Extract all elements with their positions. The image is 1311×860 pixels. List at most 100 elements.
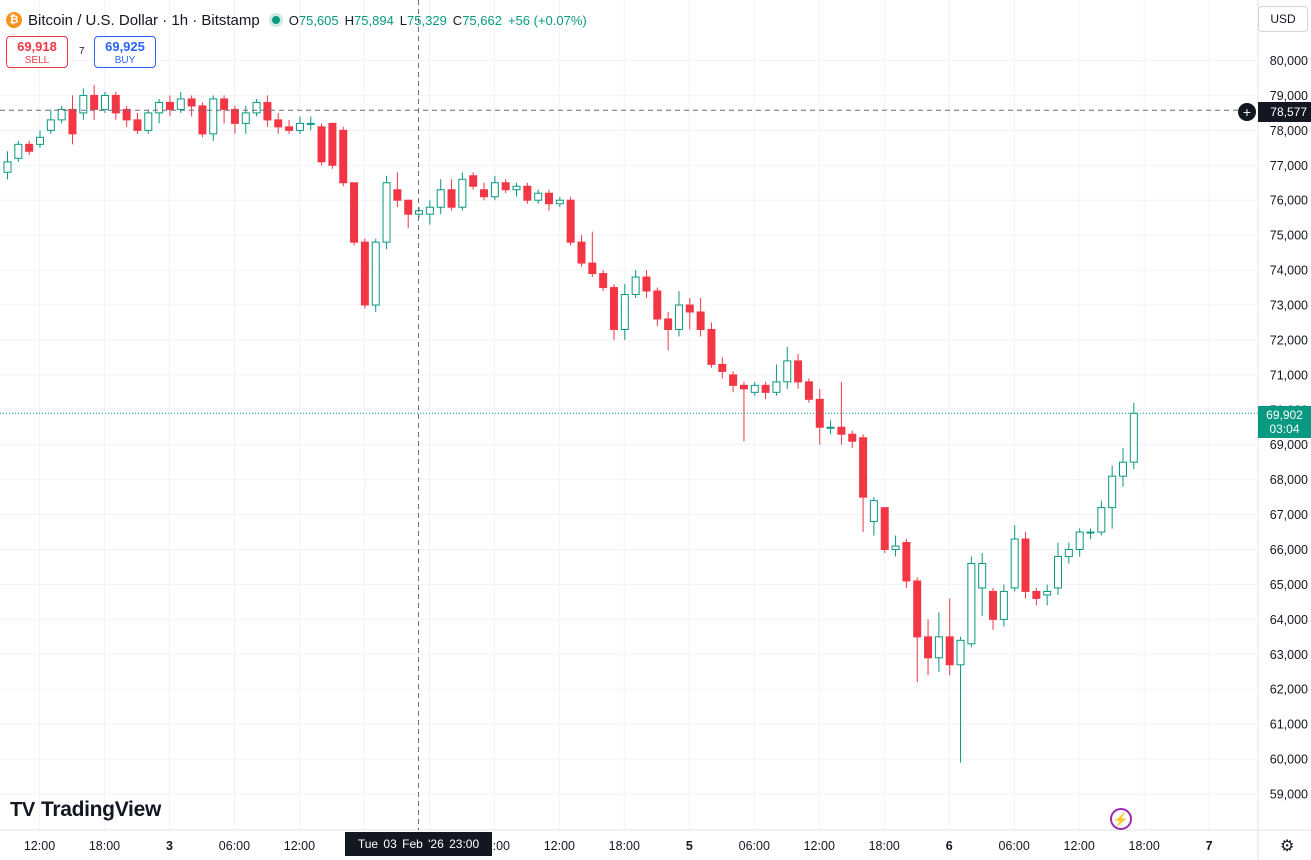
candle	[68, 95, 77, 145]
candle	[588, 231, 597, 278]
time-tick-label: 18:00	[609, 839, 640, 853]
candle	[220, 95, 229, 124]
candle	[501, 179, 510, 194]
price-tick-label: 76,000	[1270, 194, 1308, 208]
candle-body	[1097, 507, 1106, 533]
candle	[155, 98, 164, 124]
gear-icon[interactable]: ⚙	[1280, 838, 1295, 855]
candle	[761, 381, 770, 400]
candle-body	[1043, 590, 1052, 596]
change-value: +56 (+0.07%)	[507, 12, 587, 28]
candle	[989, 587, 998, 630]
candle	[599, 270, 608, 292]
currency-selector[interactable]: USD	[1258, 6, 1308, 32]
tradingview-logo[interactable]: TV TradingView	[10, 798, 161, 822]
candle-body	[631, 276, 640, 296]
close-value: 75,662	[462, 12, 502, 28]
candle-body	[187, 98, 196, 107]
candle-body	[934, 636, 943, 659]
price-tick-label: 69,000	[1270, 438, 1308, 452]
candle	[848, 430, 857, 449]
candle	[891, 535, 900, 557]
candle-body	[111, 94, 120, 114]
candle	[1097, 500, 1106, 536]
candle	[967, 556, 976, 648]
candle-body	[501, 182, 510, 191]
candle	[1118, 448, 1127, 487]
price-tick-label: 78,000	[1270, 124, 1308, 138]
candle-body	[859, 437, 868, 498]
candle	[100, 91, 109, 113]
ohlc-values: O75,605 H75,894 L75,329 C75,662 +56 (+0.…	[288, 12, 587, 28]
candle-body	[285, 126, 294, 131]
candle-body	[967, 562, 976, 645]
candle	[978, 553, 987, 616]
candle	[415, 207, 424, 218]
crosshair-time-label: Tue 03 Feb '26 23:00	[345, 832, 492, 856]
candle	[545, 189, 553, 211]
candle-body	[696, 311, 705, 330]
price-tick-label: 72,000	[1270, 333, 1308, 347]
candle	[425, 200, 434, 225]
candle-body	[1129, 412, 1138, 463]
candle	[360, 238, 369, 309]
price-tick-label: 66,000	[1270, 543, 1308, 557]
candle	[804, 378, 813, 403]
price-axis[interactable]: 59,000 60,000 61,000 62,000 63,000 64,000 65,0…	[1270, 54, 1308, 802]
candle	[165, 95, 174, 117]
candle-body	[1054, 556, 1063, 589]
tradingview-logo-icon: TV	[10, 798, 35, 821]
candle	[447, 179, 456, 211]
bolt-icon[interactable]: ⚡	[1110, 808, 1132, 830]
candle-body	[3, 161, 12, 173]
candle-body	[674, 304, 683, 330]
buy-button[interactable]: 69,925 BUY	[94, 36, 156, 68]
candle-body	[350, 182, 359, 243]
candle	[534, 189, 543, 204]
candle	[1021, 532, 1030, 599]
candle-body	[577, 241, 586, 264]
candle-body	[1032, 590, 1041, 599]
candle-body	[404, 199, 413, 215]
bar-countdown: 03:04	[1269, 422, 1300, 436]
candle-body	[35, 136, 44, 145]
price-tick-label: 64,000	[1270, 613, 1308, 627]
price-tick-label: 80,000	[1270, 54, 1308, 68]
candle	[750, 381, 759, 396]
candle-body	[924, 636, 933, 659]
low-value: 75,329	[407, 12, 447, 28]
market-open-icon	[271, 16, 280, 24]
symbol-title[interactable]: Bitcoin / U.S. Dollar · 1h · Bitstamp	[28, 11, 260, 29]
price-tick-label: 63,000	[1270, 648, 1308, 662]
candle	[14, 140, 23, 162]
candle-body	[718, 363, 727, 372]
candle	[718, 357, 727, 379]
candle	[339, 126, 348, 187]
candle	[696, 298, 705, 337]
candle-body	[1075, 531, 1084, 551]
time-axis[interactable]: 12:0018:00306:0012:0018:0000:0006:0012:0…	[24, 839, 1213, 853]
sell-button[interactable]: 69,918 SELL	[6, 36, 68, 68]
candle	[1075, 528, 1084, 557]
candle-body	[371, 241, 380, 306]
spread-value: 7	[79, 46, 85, 57]
candle-body	[956, 639, 965, 666]
candle	[880, 507, 889, 554]
candle-body	[230, 108, 239, 124]
candle-body	[1010, 538, 1019, 589]
candle-body	[458, 178, 467, 208]
candle	[566, 196, 575, 246]
time-tick-label: 06:00	[739, 839, 770, 853]
candle-body	[360, 241, 369, 306]
candle	[198, 102, 207, 138]
candle-body	[176, 98, 185, 110]
candle-body	[1064, 549, 1073, 558]
candle	[739, 381, 748, 442]
candle-body	[100, 94, 109, 110]
branding-text: TradingView	[40, 798, 161, 821]
candle-body	[989, 590, 998, 620]
plus-circle-icon[interactable]: +	[1238, 103, 1256, 121]
candle	[1043, 584, 1052, 606]
sell-label: SELL	[24, 55, 50, 66]
